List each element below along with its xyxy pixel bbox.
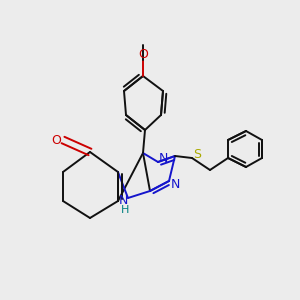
Text: N: N <box>170 178 180 190</box>
Text: H: H <box>121 205 129 215</box>
Text: N: N <box>118 194 128 208</box>
Text: O: O <box>138 49 148 62</box>
Text: N: N <box>158 152 168 164</box>
Text: S: S <box>193 148 201 161</box>
Text: O: O <box>51 134 61 146</box>
